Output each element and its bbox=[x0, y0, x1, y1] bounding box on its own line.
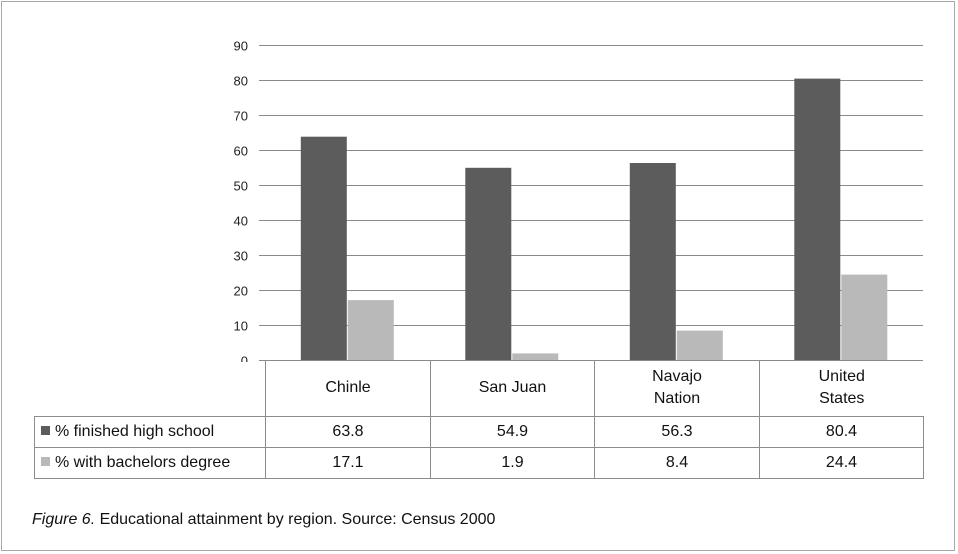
bar-high-school-united-states bbox=[794, 78, 841, 360]
legend-swatch-high-school bbox=[41, 426, 50, 435]
data-label-high-school-chinle: 63.8 bbox=[265, 416, 431, 448]
bar-bachelors-united-states bbox=[841, 274, 888, 360]
bar-high-school-san-juan bbox=[465, 167, 512, 360]
data-label-high-school-navajo-nation: 56.3 bbox=[594, 416, 760, 448]
category-label-chinle: Chinle bbox=[265, 360, 431, 417]
legend-entry-bachelors: % with bachelors degree bbox=[34, 447, 266, 479]
bars bbox=[300, 78, 888, 360]
legend-label-high-school: % finished high school bbox=[55, 423, 215, 440]
legend-label-bachelors: % with bachelors degree bbox=[55, 454, 231, 471]
bar-high-school-chinle bbox=[300, 136, 347, 360]
data-label-bachelors-san-juan: 1.9 bbox=[430, 447, 595, 479]
category-header-row: Chinle San Juan Navajo Nation United State… bbox=[34, 360, 924, 417]
bar-chart: 0 10 20 30 40 50 60 70 80 90 bbox=[234, 39, 923, 363]
y-tick-label-70: 70 bbox=[234, 109, 248, 124]
figure-caption: Figure 6. Educational attainment by regi… bbox=[32, 511, 495, 529]
caption-text: Educational attainment by region. Source… bbox=[95, 511, 496, 528]
y-tick-label-10: 10 bbox=[234, 319, 248, 334]
data-label-bachelors-navajo-nation: 8.4 bbox=[594, 447, 760, 479]
legend-entry-high-school: % finished high school bbox=[34, 416, 266, 448]
bar-bachelors-chinle bbox=[347, 300, 394, 360]
table-corner bbox=[34, 360, 266, 417]
y-axis-ticks: 0 10 20 30 40 50 60 70 80 90 bbox=[234, 39, 265, 363]
y-tick-label-90: 90 bbox=[234, 39, 248, 54]
y-tick-label-20: 20 bbox=[234, 284, 248, 299]
bar-bachelors-san-juan bbox=[512, 353, 559, 360]
y-tick-label-40: 40 bbox=[234, 214, 248, 229]
y-tick-label-50: 50 bbox=[234, 179, 248, 194]
legend-swatch-bachelors bbox=[41, 457, 50, 466]
table-row-high-school: % finished high school 63.8 54.9 56.3 80… bbox=[34, 416, 924, 448]
table-row-bachelors: % with bachelors degree 17.1 1.9 8.4 24.… bbox=[34, 447, 924, 479]
y-tick-label-60: 60 bbox=[234, 144, 248, 159]
data-label-bachelors-chinle: 17.1 bbox=[265, 447, 431, 479]
bar-high-school-navajo-nation bbox=[629, 163, 676, 360]
y-tick-label-30: 30 bbox=[234, 249, 248, 264]
data-label-high-school-san-juan: 54.9 bbox=[430, 416, 595, 448]
bar-bachelors-navajo-nation bbox=[676, 330, 723, 360]
data-label-bachelors-united-states: 24.4 bbox=[759, 447, 924, 479]
category-label-united-states: United States bbox=[759, 360, 924, 417]
category-label-navajo-nation: Navajo Nation bbox=[594, 360, 760, 417]
figure-label: Figure 6. bbox=[32, 511, 96, 528]
data-label-high-school-united-states: 80.4 bbox=[759, 416, 924, 448]
y-tick-label-0: 0 bbox=[241, 354, 248, 363]
data-table: Chinle San Juan Navajo Nation United State… bbox=[34, 360, 924, 479]
y-tick-label-80: 80 bbox=[234, 74, 248, 89]
category-label-san-juan: San Juan bbox=[430, 360, 595, 417]
